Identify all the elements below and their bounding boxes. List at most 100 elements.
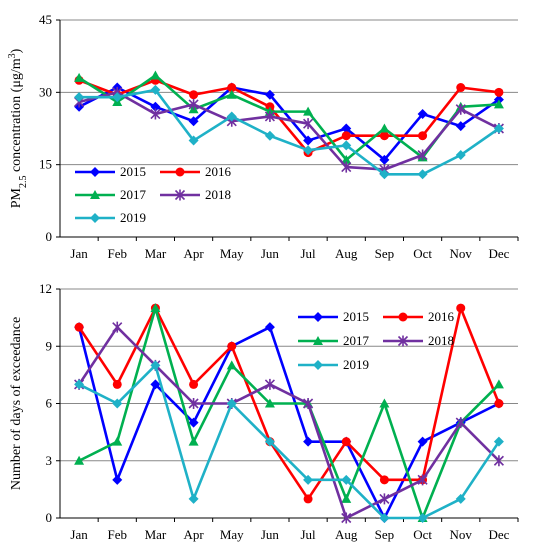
data-point: [303, 145, 314, 156]
data-point: [494, 399, 504, 408]
legend-entry: 2015: [75, 164, 146, 179]
data-point: [112, 321, 123, 333]
data-point: [303, 135, 314, 146]
data-point: [379, 493, 390, 505]
y-axis-title: Number of days of exceedance: [9, 317, 24, 490]
data-point: [264, 89, 275, 100]
data-point: [188, 493, 199, 504]
legend-marker: [90, 167, 100, 177]
data-point: [341, 154, 352, 164]
legend-marker: [397, 335, 409, 347]
data-point: [455, 417, 466, 429]
y-tick-label: 6: [46, 396, 53, 411]
series-line: [78, 306, 500, 520]
legend-label: 2016: [205, 164, 232, 179]
data-point: [303, 436, 314, 447]
data-point: [418, 131, 428, 141]
data-point: [264, 110, 275, 122]
legend-marker: [175, 167, 185, 177]
data-point: [379, 169, 390, 180]
exceedance-days-chart: 0 3 6 9 12 Jan Feb Mar Apr May Jun Jul Aug Sep Oct Nov D…: [9, 281, 519, 542]
series-2018: [74, 86, 504, 175]
legend-entry: 2018: [160, 187, 231, 202]
series-2015: [74, 82, 504, 165]
data-point: [226, 111, 237, 122]
data-point: [188, 398, 199, 409]
series-line: [78, 91, 500, 171]
series-line: [78, 86, 500, 162]
data-point: [493, 379, 504, 389]
legend-marker: [398, 312, 408, 322]
data-point: [456, 83, 466, 93]
x-tick-label: Feb: [108, 246, 128, 261]
data-point: [226, 360, 237, 370]
x-tick-label: Jul: [300, 527, 316, 542]
data-point: [74, 322, 84, 332]
data-point: [188, 116, 199, 127]
data-point: [455, 121, 466, 132]
series-line: [77, 325, 500, 520]
data-point: [264, 378, 275, 390]
data-point: [379, 513, 390, 523]
series-line: [79, 88, 500, 176]
legend-label: 2018: [205, 187, 231, 202]
data-point: [227, 341, 237, 351]
data-point: [150, 108, 161, 120]
data-point: [379, 131, 389, 141]
data-point: [150, 303, 161, 313]
series-line: [78, 325, 500, 520]
legend-marker: [313, 312, 323, 322]
data-point: [455, 103, 466, 115]
data-point: [493, 436, 504, 447]
x-tick-label: Aug: [335, 246, 358, 261]
data-point: [188, 436, 199, 446]
series-2015: [74, 322, 504, 523]
legend-entry: 2016: [383, 309, 455, 324]
data-point: [150, 84, 161, 95]
data-point: [112, 379, 122, 389]
x-tick-label: Dec: [488, 246, 509, 261]
series-line: [78, 306, 501, 501]
data-point: [227, 83, 237, 93]
x-tick-label: Aug: [335, 527, 358, 542]
y-axis-title: PM2.5 concentration (μg/m3): [7, 48, 29, 208]
legend-label: 2018: [428, 333, 454, 348]
x-tick-label: Jan: [70, 527, 88, 542]
x-tick-label: Oct: [413, 527, 432, 542]
legend-entry: 2019: [75, 210, 146, 225]
legend-marker: [90, 190, 100, 199]
legend-entry: 2019: [298, 357, 369, 372]
y-tick-label: 0: [46, 229, 53, 244]
data-point: [112, 474, 123, 485]
series-2019: [74, 84, 504, 180]
data-point: [417, 109, 428, 120]
legend-label: 2019: [343, 357, 369, 372]
series-line: [78, 364, 500, 520]
data-point: [74, 455, 85, 465]
data-point: [494, 87, 504, 97]
y-tick-label: 45: [39, 12, 52, 27]
data-point: [341, 474, 352, 485]
x-tick-label: Dec: [488, 527, 509, 542]
y-tick-label: 15: [39, 157, 52, 172]
legend-marker: [313, 336, 323, 345]
data-point: [417, 513, 428, 523]
data-point: [188, 417, 199, 428]
legend-entry: 2017: [298, 333, 370, 348]
x-tick-label: Apr: [183, 246, 204, 261]
data-point: [455, 493, 466, 504]
legend-label: 2019: [120, 210, 146, 225]
data-point: [189, 379, 199, 389]
data-point: [493, 455, 504, 467]
data-point: [303, 106, 314, 116]
data-point: [417, 149, 428, 161]
legend-entry: 2015: [298, 309, 369, 324]
data-point: [264, 130, 275, 141]
y-tick-label: 30: [39, 84, 52, 99]
data-point: [341, 493, 352, 503]
x-tick-label: Sep: [375, 527, 395, 542]
data-point: [150, 70, 161, 80]
pm25-concentration-chart: 0 15 30 45 Jan Feb Mar Apr May Jun Jul Aug Sep Oct Nov…: [7, 12, 519, 261]
legend-marker: [174, 189, 186, 201]
